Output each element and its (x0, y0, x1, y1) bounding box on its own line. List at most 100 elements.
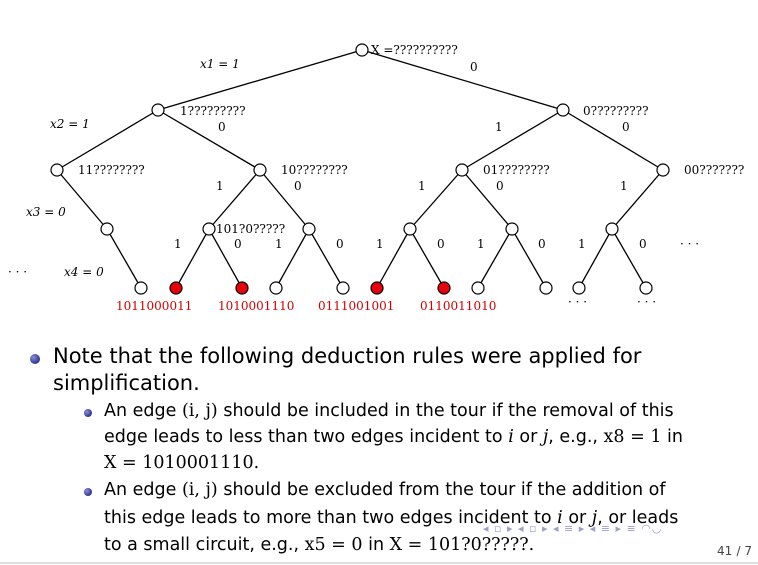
sub-bullet-icon (84, 488, 92, 496)
tree-node (336, 281, 350, 295)
beamer-navigation-icons[interactable]: ◂ ▫ ▸ ◂ ▫ ▸ ◂ ≡ ▸ ◂ ≡ ▸ ≡ ◠◡ (483, 522, 663, 535)
node-label-0: 0????????? (583, 104, 649, 118)
node-edge-label-01: 0 (496, 179, 504, 193)
lvl3-edge-label: 1 (477, 237, 485, 251)
tree-edge (578, 228, 613, 289)
infeasible-leaf-node (169, 281, 183, 295)
node-label-00: 00??????? (684, 163, 744, 177)
bullet-text-line: Note that the following deduction rules … (53, 344, 642, 368)
tree-node (539, 281, 553, 295)
leaf-label: 0111001001 (318, 299, 394, 313)
level-label-x3: x3 = 0 (26, 205, 66, 219)
tree-node (269, 281, 283, 295)
tree-node (455, 163, 469, 177)
bullet-icon (30, 354, 40, 364)
tree-edge (157, 49, 363, 111)
leaf-label: 1011000011 (116, 299, 192, 313)
tree-edge (56, 109, 159, 171)
node-label-101: 101?0????? (216, 222, 285, 236)
tree-node (403, 222, 417, 236)
infeasible-leaf-node (235, 281, 249, 295)
tree-edge (275, 228, 310, 289)
rule-exclude-line: this edge leads to more than two edges i… (104, 508, 679, 528)
level-dots: · · · (8, 265, 27, 279)
tree-edge (106, 228, 142, 289)
leaf-label: 1010001110 (218, 299, 294, 313)
tree-edge (409, 228, 445, 289)
leaf-dots: · · · (568, 295, 587, 309)
tree-node (202, 222, 216, 236)
tree-edge (259, 169, 310, 230)
tree-node (572, 281, 586, 295)
tree-node (505, 222, 519, 236)
tree-edge (511, 228, 547, 289)
tree-node (302, 222, 316, 236)
tree-node (151, 103, 165, 117)
tree-node (50, 163, 64, 177)
tree-edge (56, 169, 108, 230)
rule-exclude-line: to a small circuit, e.g., x5 = 0 in X = … (104, 535, 535, 555)
tree-edge (208, 228, 243, 289)
tree-edge (175, 228, 210, 289)
leaf-dots: · · · (637, 295, 656, 309)
tree-edge (611, 228, 647, 289)
tree-edge (376, 228, 411, 289)
lvl3-edge-label: 0 (639, 237, 647, 251)
tree-edge (361, 49, 564, 111)
level-label-x1: x1 = 1 (200, 57, 240, 71)
root-edge-label: 0 (470, 60, 478, 74)
node-label-11: 11???????? (78, 163, 145, 177)
lvl3-edge-label: 1 (376, 237, 384, 251)
tree-edge (461, 109, 564, 171)
sub-bullet-icon (84, 409, 92, 417)
lvl3-edge-label: 0 (538, 237, 546, 251)
tree-edge (611, 169, 664, 230)
lvl3-edge-label: 1 (275, 237, 283, 251)
infeasible-leaf-node (437, 281, 451, 295)
tree-edge (477, 228, 513, 289)
tree-node (656, 163, 670, 177)
tree-edges (56, 49, 664, 289)
tree-edge (208, 169, 261, 230)
tree-node (471, 281, 485, 295)
rule-include-line: edge leads to less than two edges incide… (104, 427, 683, 447)
level-label-x4: x4 = 0 (64, 265, 104, 279)
rule-include-line: An edge (i, j) should be included in the… (104, 401, 674, 421)
root-label: X =?????????? (371, 43, 458, 57)
lvl3-edge-label: 0 (336, 237, 344, 251)
tree-node (134, 281, 148, 295)
leaf-label: 0110011010 (420, 299, 496, 313)
edge-label-00: 1 (620, 179, 628, 193)
branch-and-bound-tree: X =?????????? 0 x1 = 1 x2 = 1 x3 = 0 x4 … (8, 43, 744, 313)
edge-label-root-right: 1 (495, 120, 503, 134)
tree-node (639, 281, 653, 295)
node-label-10: 10???????? (281, 163, 348, 177)
rule-exclude-line: An edge (i, j) should be excluded from t… (104, 480, 666, 500)
tree-node (355, 43, 369, 57)
edge-label-10: 1 (216, 179, 224, 193)
bottom-divider (0, 562, 758, 564)
lvl3-edge-label: · · · (680, 237, 699, 251)
tree-nodes (50, 43, 670, 295)
tree-edge (157, 109, 261, 171)
tree-edge (562, 109, 664, 171)
tree-node (100, 222, 114, 236)
edge-label-01: 1 (418, 179, 426, 193)
node-edge-label-10: 0 (294, 179, 302, 193)
infeasible-leaf-node (370, 281, 384, 295)
tree-edge (409, 169, 463, 230)
node-label-01: 01???????? (483, 163, 550, 177)
level-label-x2: x2 = 1 (50, 117, 90, 131)
lvl3-edge-label: 0 (437, 237, 445, 251)
lvl3-edge-label: 1 (578, 237, 586, 251)
node-label-1: 1????????? (180, 104, 246, 118)
tree-edge (461, 169, 513, 230)
lvl3-edge-label: 0 (234, 237, 242, 251)
tree-node (605, 222, 619, 236)
tree-node (253, 163, 267, 177)
rule-include-line: X = 1010001110. (104, 453, 260, 473)
tree-labels: X =?????????? 0 x1 = 1 x2 = 1 x3 = 0 x4 … (8, 43, 744, 313)
tree-node (556, 103, 570, 117)
node-edge-label-1: 0 (218, 120, 226, 134)
node-edge-label-0: 0 (622, 120, 630, 134)
